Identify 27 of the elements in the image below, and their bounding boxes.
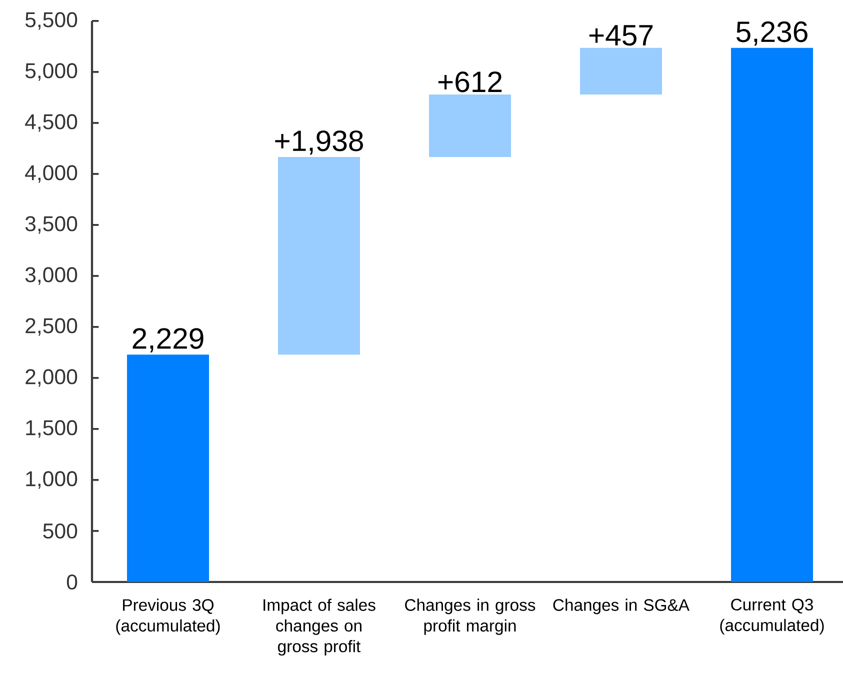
x-tick-label: Previous 3Q (accumulated) xyxy=(116,598,220,635)
y-tick-label: 500 xyxy=(43,523,78,539)
data-label: 5,236 xyxy=(736,21,808,46)
y-tick-label: 1,500 xyxy=(26,420,78,438)
data-label: 2,229 xyxy=(132,328,204,352)
y-tick-label: 5,000 xyxy=(25,63,78,81)
bar xyxy=(429,94,512,157)
data-label: +457 xyxy=(589,25,653,46)
y-tick-label: 0 xyxy=(66,574,78,590)
bar xyxy=(580,48,662,95)
y-tick-label: 3,500 xyxy=(25,216,78,234)
bar xyxy=(731,48,814,582)
y-tick-label: 4,500 xyxy=(25,114,78,132)
x-tick-label: Current Q3 (accumulated) xyxy=(720,598,824,634)
y-tick-label: 1,000 xyxy=(26,471,78,489)
y-tick-label: 4,000 xyxy=(25,165,78,183)
y-tick-label: 3,000 xyxy=(25,267,78,285)
y-tick-label: 2,000 xyxy=(26,369,78,387)
y-tick-label: 2,500 xyxy=(26,318,78,336)
x-tick-label: Impact of sales changes on gross profit xyxy=(264,598,376,656)
bar xyxy=(278,156,360,355)
y-tick-label: 5,500 xyxy=(25,12,78,30)
x-tick-label: Changes in gross profit margin xyxy=(405,598,536,635)
data-label: +612 xyxy=(438,71,502,92)
bar xyxy=(127,354,210,582)
x-tick-label: Changes in SG&A xyxy=(553,598,690,614)
data-label: +1,938 xyxy=(275,130,363,155)
